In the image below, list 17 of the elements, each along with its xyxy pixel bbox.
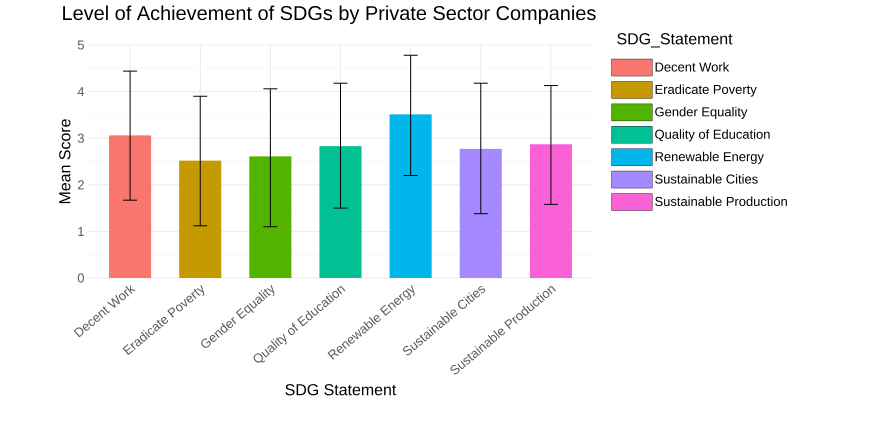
legend-label: Eradicate Poverty <box>656 84 757 97</box>
y-tick-label: 3 <box>78 134 84 143</box>
legend-label: Renewable Energy <box>656 152 764 164</box>
y-tick-label: 1 <box>78 226 84 236</box>
y-axis-title: Mean Score <box>59 119 70 204</box>
chart-title: Level of Achievement of SDGs by Private Sector Companies <box>63 6 596 24</box>
legend-label: Quality of Education <box>655 129 770 142</box>
legend-label: Gender Equality <box>655 106 748 119</box>
y-tick-label: 2 <box>78 180 84 190</box>
legend-label: Decent Work <box>656 62 730 72</box>
x-axis-title: SDG Statement <box>285 384 396 396</box>
legend-label: Sustainable Cities <box>655 174 758 184</box>
legend-title: SDG_Statement <box>617 33 732 48</box>
legend-label: Sustainable Production <box>655 196 787 206</box>
y-tick-label: 4 <box>78 87 84 96</box>
y-tick-label: 5 <box>78 40 84 50</box>
y-tick-label: 0 <box>78 273 84 283</box>
